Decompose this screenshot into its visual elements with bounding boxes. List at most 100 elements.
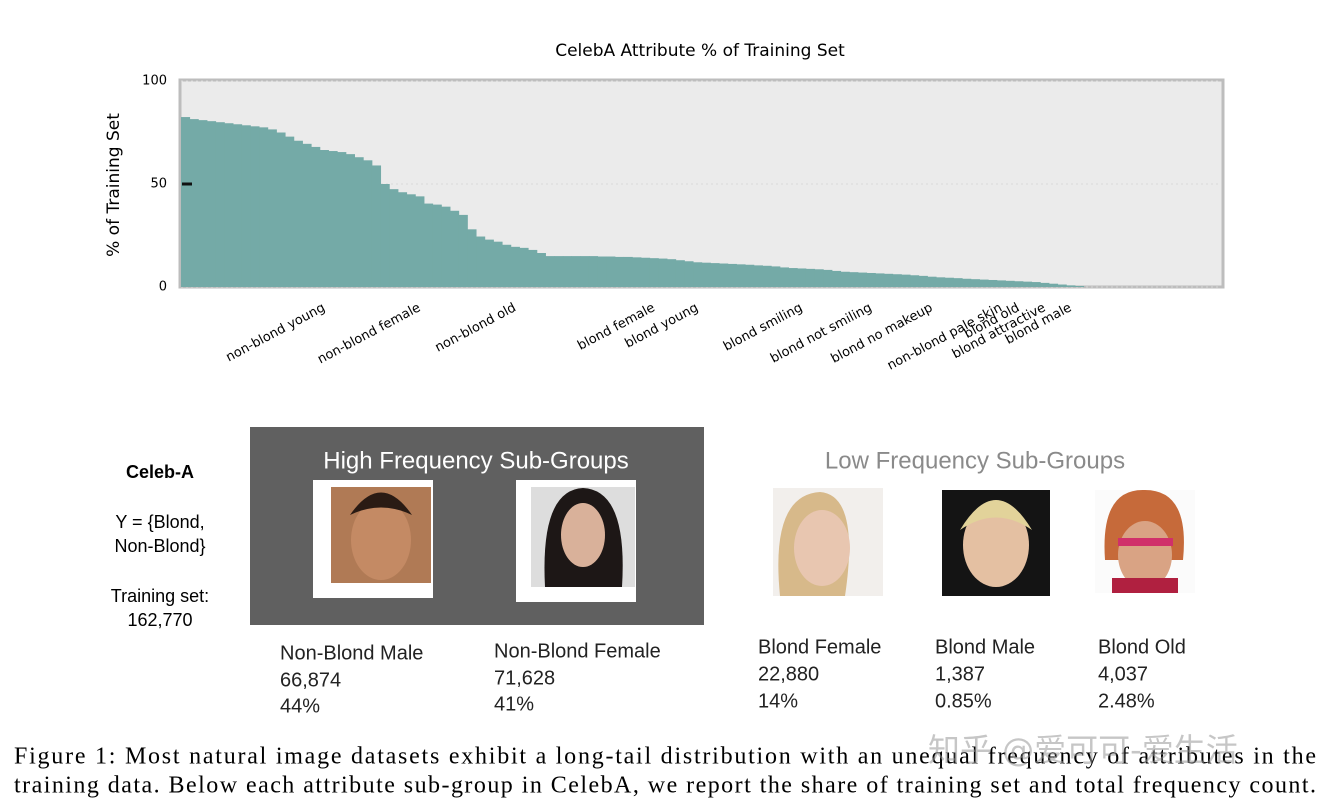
bar xyxy=(302,143,312,287)
group-count: 71,628 xyxy=(494,667,555,689)
group-share: 14% xyxy=(758,690,798,712)
bar xyxy=(398,192,408,287)
bar xyxy=(371,165,382,287)
x-tick-label: non-blond old xyxy=(433,300,519,355)
bar xyxy=(684,261,694,287)
bar xyxy=(363,160,373,287)
y-axis-label: % of Training Set xyxy=(104,113,124,257)
group-share: 44% xyxy=(280,695,320,717)
bar xyxy=(719,263,729,287)
bar xyxy=(562,256,572,287)
bar xyxy=(215,122,225,287)
bar xyxy=(519,247,529,287)
bar xyxy=(476,236,486,287)
bar xyxy=(623,256,633,287)
bar xyxy=(345,154,355,287)
bar xyxy=(875,273,885,287)
group-count: 66,874 xyxy=(280,669,341,691)
bar xyxy=(1022,281,1033,287)
caption-line: training data. Below each attribute sub-… xyxy=(14,773,1316,799)
photo xyxy=(1095,489,1195,593)
bar xyxy=(667,259,677,287)
bar xyxy=(588,256,599,287)
group-name: Non-Blond Female xyxy=(494,640,661,662)
group-stats: Non-Blond Male 66,874 44% Non-Blond Fema… xyxy=(280,636,1186,717)
bar xyxy=(510,246,520,287)
bar xyxy=(458,214,468,287)
dataset-name: Celeb-A xyxy=(126,462,194,482)
bar xyxy=(597,256,607,287)
info-line: Training set: xyxy=(111,586,209,606)
bar xyxy=(319,150,329,287)
bar xyxy=(554,256,564,287)
bar xyxy=(484,239,494,287)
bar xyxy=(606,256,616,287)
bar xyxy=(311,146,321,287)
bar xyxy=(389,189,399,287)
bar xyxy=(693,262,703,287)
bar xyxy=(337,152,347,287)
bar xyxy=(675,260,685,287)
x-tick-label: non-blond female xyxy=(315,300,423,367)
bar xyxy=(936,277,946,287)
bar xyxy=(250,126,260,287)
bar xyxy=(615,256,625,287)
bar xyxy=(797,268,807,287)
bar xyxy=(198,120,208,287)
group-name: Blond Male xyxy=(935,636,1035,658)
y-tick-label: 100 xyxy=(142,74,167,89)
bar xyxy=(866,272,876,287)
bar xyxy=(424,203,434,287)
info-line: Non-Blond} xyxy=(114,536,205,556)
bar xyxy=(233,124,243,287)
bar xyxy=(328,151,338,287)
bar xyxy=(493,241,503,287)
bar xyxy=(823,269,833,287)
chart-title: CelebA Attribute % of Training Set xyxy=(555,41,845,61)
bar xyxy=(953,278,963,287)
watermark: 知乎 @爱可可-爱生活 xyxy=(928,731,1238,769)
bar xyxy=(988,279,998,287)
bar xyxy=(892,274,902,287)
bar xyxy=(267,129,277,287)
x-tick-label: non-blond young xyxy=(224,300,328,365)
bar xyxy=(805,268,816,287)
bar xyxy=(406,194,416,287)
bar xyxy=(189,119,199,287)
bar xyxy=(528,249,538,287)
bar xyxy=(1031,282,1041,287)
bar xyxy=(736,264,746,287)
group-count: 4,037 xyxy=(1098,663,1148,685)
bar xyxy=(649,258,659,287)
bar xyxy=(207,121,217,287)
bar xyxy=(788,268,798,287)
bar xyxy=(884,273,894,287)
bar xyxy=(545,256,555,287)
info-line: 162,770 xyxy=(127,610,192,630)
bar xyxy=(450,210,460,287)
photo xyxy=(773,488,883,596)
info-line: Y = {Blond, xyxy=(115,512,204,532)
bar xyxy=(701,262,711,287)
bar xyxy=(814,269,824,287)
bar xyxy=(1057,284,1067,287)
bar xyxy=(632,257,642,287)
panel-title: Low Frequency Sub-Groups xyxy=(825,447,1125,474)
bar xyxy=(1066,285,1076,287)
bar xyxy=(181,117,191,287)
bar xyxy=(658,258,668,287)
bar xyxy=(779,267,789,287)
bar xyxy=(962,278,972,287)
bar xyxy=(710,263,720,287)
bar xyxy=(259,127,269,287)
bar xyxy=(771,266,781,287)
bar xyxy=(762,265,772,287)
bar xyxy=(753,265,763,287)
bar xyxy=(536,253,546,287)
bar xyxy=(858,272,868,287)
group-share: 0.85% xyxy=(935,690,992,712)
bar xyxy=(285,136,295,287)
group-count: 22,880 xyxy=(758,663,819,685)
